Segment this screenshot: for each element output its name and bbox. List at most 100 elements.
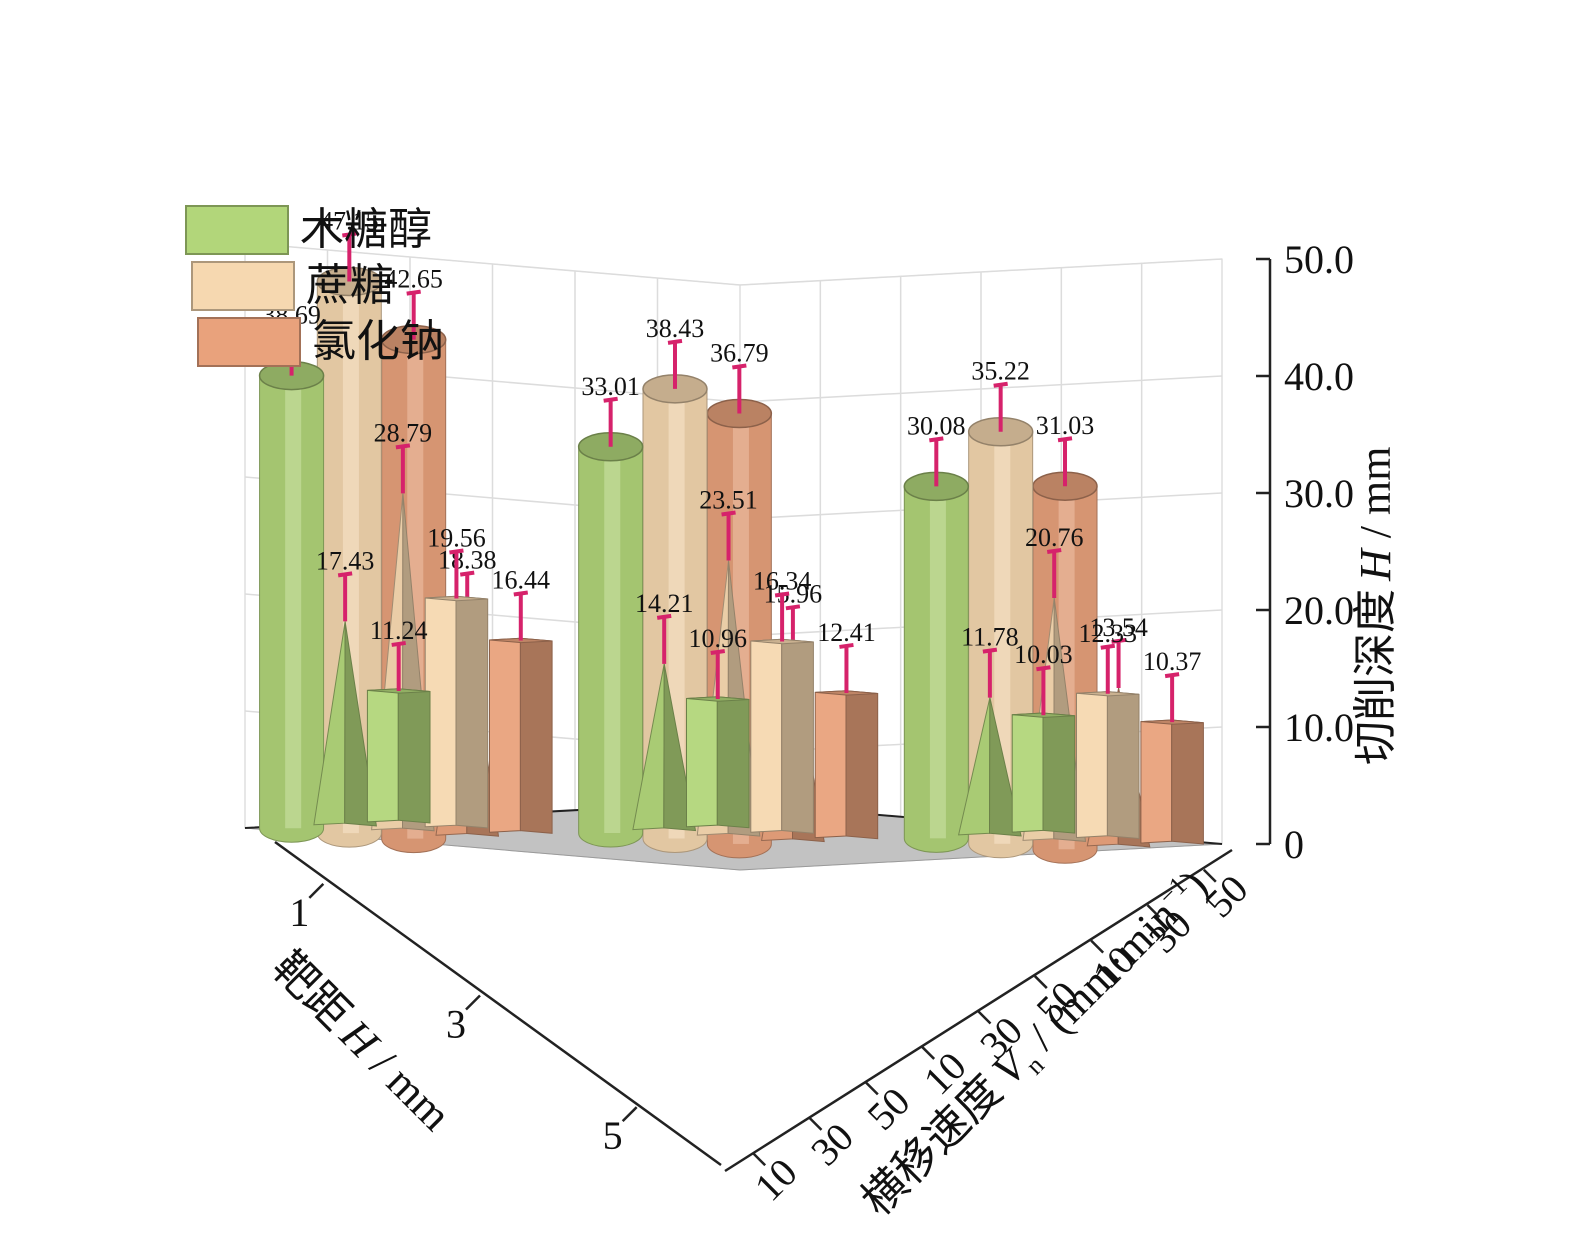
y-axis-title: 横移速度Vn / (mm·min−1) xyxy=(852,860,1221,1229)
y-axis-tick xyxy=(921,1046,936,1060)
data-label: 23.51 xyxy=(699,486,758,515)
data-label: 11.78 xyxy=(961,623,1019,652)
bar-box-side-face xyxy=(397,688,431,824)
bar-box-side-face xyxy=(1042,712,1076,834)
y-axis-tick xyxy=(977,1010,992,1025)
z-tick-label: 20.0 xyxy=(1284,588,1354,633)
bar: 12.33 xyxy=(1076,619,1140,840)
bar: 10.03 xyxy=(1011,640,1076,834)
y-axis-line xyxy=(724,848,1233,1173)
data-label: 20.76 xyxy=(1025,523,1084,552)
bar: 30.08 xyxy=(903,411,970,853)
error-bar-cap xyxy=(342,231,357,238)
bar-box-side-face xyxy=(716,696,750,829)
error-bar-cap xyxy=(337,571,353,578)
bar-box-top-face xyxy=(686,696,750,702)
bar-box-front-face xyxy=(750,638,783,833)
bar: 19.56 xyxy=(424,524,489,829)
x-tick-label: 3 xyxy=(446,1002,466,1047)
data-label: 15.96 xyxy=(764,579,823,608)
bar: 12.41 xyxy=(814,618,879,840)
error-bar-cap xyxy=(667,338,683,345)
bar: 33.01 xyxy=(577,372,644,848)
data-label: 13.54 xyxy=(1089,613,1148,642)
data-label: 16.44 xyxy=(492,565,551,594)
bar: 10.37 xyxy=(1140,647,1204,845)
error-bar-cap xyxy=(1100,643,1116,650)
error-bar-cap xyxy=(406,289,421,296)
z-axis-title: 切削深度H / mm xyxy=(1351,447,1400,765)
data-label: 14.21 xyxy=(635,589,694,618)
data-label: 10.37 xyxy=(1143,647,1202,676)
error-bar-cap xyxy=(1111,637,1126,644)
error-bar-cap xyxy=(395,443,411,450)
y-axis-tick xyxy=(808,1116,823,1131)
bar-box-side-face xyxy=(1171,719,1204,845)
x-axis-title: 靶距H / mm xyxy=(263,942,461,1140)
bar: 16.44 xyxy=(489,565,553,834)
bar-box-front-face xyxy=(1011,712,1044,833)
bar: 11.24 xyxy=(366,616,431,824)
legend-label: 氯化钠 xyxy=(312,317,444,366)
x-axis-tick xyxy=(621,1106,638,1123)
bar-box-front-face xyxy=(814,690,847,839)
data-label: 47.15 xyxy=(320,206,379,235)
error-bar-cap xyxy=(721,510,736,517)
y-tick-label: 10 xyxy=(746,1150,806,1210)
bar-box-side-face xyxy=(455,595,489,829)
error-bar-cap xyxy=(1057,436,1073,443)
error-bar-cap xyxy=(982,647,998,654)
legend-label: 木糖醇 xyxy=(300,205,432,254)
y-tick-label: 30 xyxy=(802,1114,862,1174)
data-label: 38.43 xyxy=(646,314,705,343)
bar: 16.34 xyxy=(750,567,814,834)
error-bar-cap xyxy=(710,649,726,655)
error-bar-cap xyxy=(513,590,529,597)
bar: 14.21 xyxy=(632,589,697,832)
bar-box-front-face xyxy=(1140,719,1173,844)
data-label: 10.96 xyxy=(689,624,748,653)
data-label: 19.56 xyxy=(427,524,486,553)
error-bar-cap xyxy=(1046,548,1062,555)
bar-box-front-face xyxy=(686,696,718,828)
error-bar-cap xyxy=(459,570,475,577)
error-bar-cap xyxy=(785,604,801,611)
bar-cylinder-highlight xyxy=(285,375,302,829)
x-tick-label: 1 xyxy=(289,890,309,935)
bar-box-side-face xyxy=(781,638,814,834)
data-label: 35.22 xyxy=(971,357,1030,386)
chart-bars: 31.03 42.65 36.79 18.38 13.54 15.96 35.22 38.43… xyxy=(258,206,1204,864)
bar-box-side-face xyxy=(519,637,553,834)
bar-box-top-face xyxy=(367,688,431,694)
data-label: 17.43 xyxy=(316,546,375,575)
error-bar-cap xyxy=(603,396,618,403)
error-bar-cap xyxy=(1164,672,1180,679)
bar-box-front-face xyxy=(1076,691,1108,839)
legend-swatch xyxy=(185,205,289,255)
x-axis-tick xyxy=(465,994,481,1011)
y-axis-tick xyxy=(864,1081,879,1096)
bar: 10.96 xyxy=(686,624,750,829)
data-label: 16.34 xyxy=(753,567,812,596)
error-bar-cap xyxy=(449,548,464,555)
z-tick-label: 50.0 xyxy=(1284,237,1354,282)
error-bar-cap xyxy=(656,613,672,620)
bar: 38.69 xyxy=(258,301,325,843)
y-tick-label: 50 xyxy=(858,1079,918,1139)
data-label: 12.41 xyxy=(817,618,876,647)
data-label: 42.65 xyxy=(384,265,443,294)
x-axis-tick xyxy=(308,882,325,899)
data-label: 12.33 xyxy=(1079,619,1138,648)
y-axis-tick xyxy=(752,1152,767,1167)
x-tick-label: 5 xyxy=(603,1113,623,1158)
bar-box-side-face xyxy=(845,690,879,840)
error-bar-cap xyxy=(1036,665,1051,672)
error-bar-cap xyxy=(929,436,944,443)
y-axis-tick xyxy=(1202,868,1217,883)
y-axis-tick xyxy=(1033,975,1048,989)
legend-label: 蔗糖 xyxy=(306,261,394,310)
z-tick-label: 30.0 xyxy=(1284,471,1354,516)
error-bar-cap xyxy=(993,381,1008,388)
data-label: 28.79 xyxy=(374,418,433,447)
